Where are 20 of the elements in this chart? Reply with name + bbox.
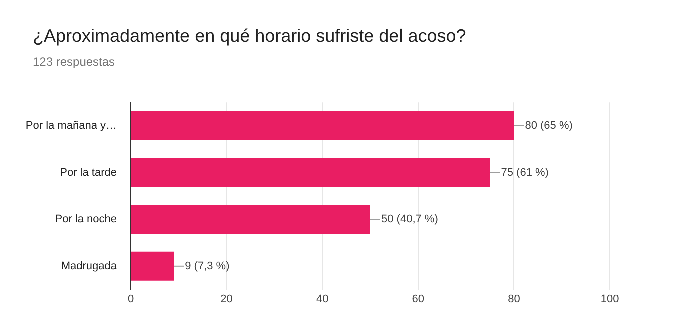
data-label: 75 (61 %) — [501, 166, 549, 179]
bar — [132, 111, 514, 141]
data-label: 9 (7,3 %) — [185, 260, 230, 272]
y-tick-label: Por la mañana y… — [26, 120, 117, 132]
data-label: 80 (65 %) — [525, 120, 573, 132]
x-tick-label: 60 — [412, 293, 425, 306]
x-tick-label: 80 — [508, 293, 520, 306]
bar — [132, 158, 490, 188]
bar — [132, 205, 370, 234]
y-tick-label: Por la tarde — [60, 166, 117, 179]
x-tick-label: 40 — [316, 293, 329, 306]
x-tick-label: 100 — [600, 293, 620, 306]
y-tick-label: Por la noche — [55, 214, 117, 226]
x-tick-label: 20 — [220, 293, 233, 306]
chart-title: ¿Aproximadamente en qué horario sufriste del acoso? — [33, 26, 466, 47]
chart-subtitle: 123 respuestas — [33, 55, 116, 69]
x-tick-label: 0 — [128, 293, 134, 306]
y-tick-label: Madrugada — [61, 260, 118, 272]
data-label: 50 (40,7 %) — [382, 214, 438, 226]
bar — [132, 252, 174, 281]
